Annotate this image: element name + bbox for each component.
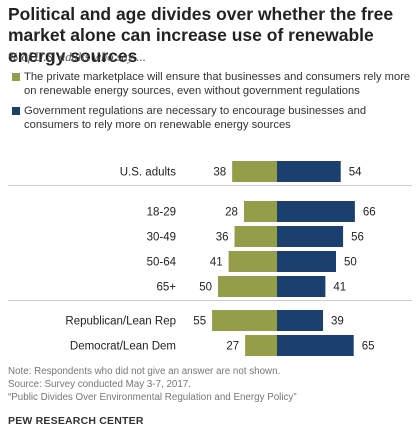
value-label-private-market-50-64: 41: [210, 257, 223, 269]
value-label-private-market-u-s-adults: 38: [213, 167, 226, 179]
legend-label-government: Government regulations are necessary to …: [24, 105, 367, 131]
category-label-50-64: 50-64: [147, 257, 177, 269]
bar-government-30-49: [277, 226, 344, 247]
bar-government-republican-lean-rep: [277, 310, 324, 331]
value-label-government-30-49: 56: [351, 232, 364, 244]
bar-private-market-65: [218, 276, 277, 297]
category-label-18-29: 18-29: [147, 207, 176, 219]
bar-private-market-republican-lean-rep: [212, 310, 277, 331]
value-label-private-market-18-29: 28: [225, 207, 238, 219]
category-label-65: 65+: [156, 282, 176, 294]
value-label-government-18-29: 66: [363, 207, 376, 219]
value-label-government-65: 41: [333, 282, 346, 294]
report-title-text: “Public Divides Over Environmental Regul…: [8, 392, 297, 403]
bar-private-market-u-s-adults: [232, 161, 277, 182]
value-label-private-market-65: 50: [199, 282, 212, 294]
value-label-government-republican-lean-rep: 39: [331, 316, 344, 328]
source-text: Source: Survey conducted May 3-7, 2017.: [8, 379, 191, 390]
category-label-30-49: 30-49: [147, 232, 176, 244]
category-label-republican-lean-rep: Republican/Lean Rep: [65, 316, 176, 328]
bar-private-market-50-64: [228, 251, 277, 272]
bar-private-market-18-29: [243, 201, 277, 222]
value-label-private-market-30-49: 36: [216, 232, 229, 244]
value-label-private-market-democrat-lean-dem: 27: [226, 341, 239, 353]
chart-subtitle: % of U.S. adults who say ...: [8, 50, 146, 64]
note-text: Note: Respondents who did not give an an…: [8, 366, 281, 377]
bar-government-65: [277, 276, 326, 297]
category-label-u-s-adults: U.S. adults: [120, 167, 176, 179]
value-label-government-democrat-lean-dem: 65: [362, 341, 375, 353]
legend-label-private-market: The private marketplace will ensure that…: [24, 71, 411, 97]
chart-title: Political and age divides over whether t…: [8, 4, 394, 66]
category-label-democrat-lean-dem: Democrat/Lean Dem: [70, 341, 176, 353]
value-label-private-market-republican-lean-rep: 55: [193, 316, 206, 328]
pew-logo-text: PEW RESEARCH CENTER: [8, 415, 144, 427]
bar-government-50-64: [277, 251, 336, 272]
bar-private-market-democrat-lean-dem: [245, 335, 277, 356]
legend-swatch-blue: [12, 107, 20, 115]
bar-government-18-29: [277, 201, 355, 222]
bar-government-democrat-lean-dem: [277, 335, 354, 356]
bar-private-market-30-49: [234, 226, 277, 247]
value-label-government-u-s-adults: 54: [349, 167, 362, 179]
value-label-government-50-64: 50: [344, 257, 357, 269]
legend-swatch-green: [12, 73, 20, 81]
bar-government-u-s-adults: [277, 161, 341, 182]
